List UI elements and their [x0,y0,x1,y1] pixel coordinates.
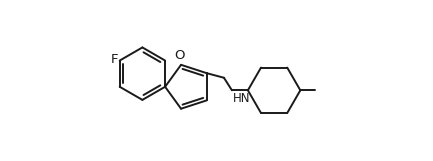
Text: O: O [174,49,185,62]
Text: F: F [110,53,118,66]
Text: HN: HN [233,92,250,105]
